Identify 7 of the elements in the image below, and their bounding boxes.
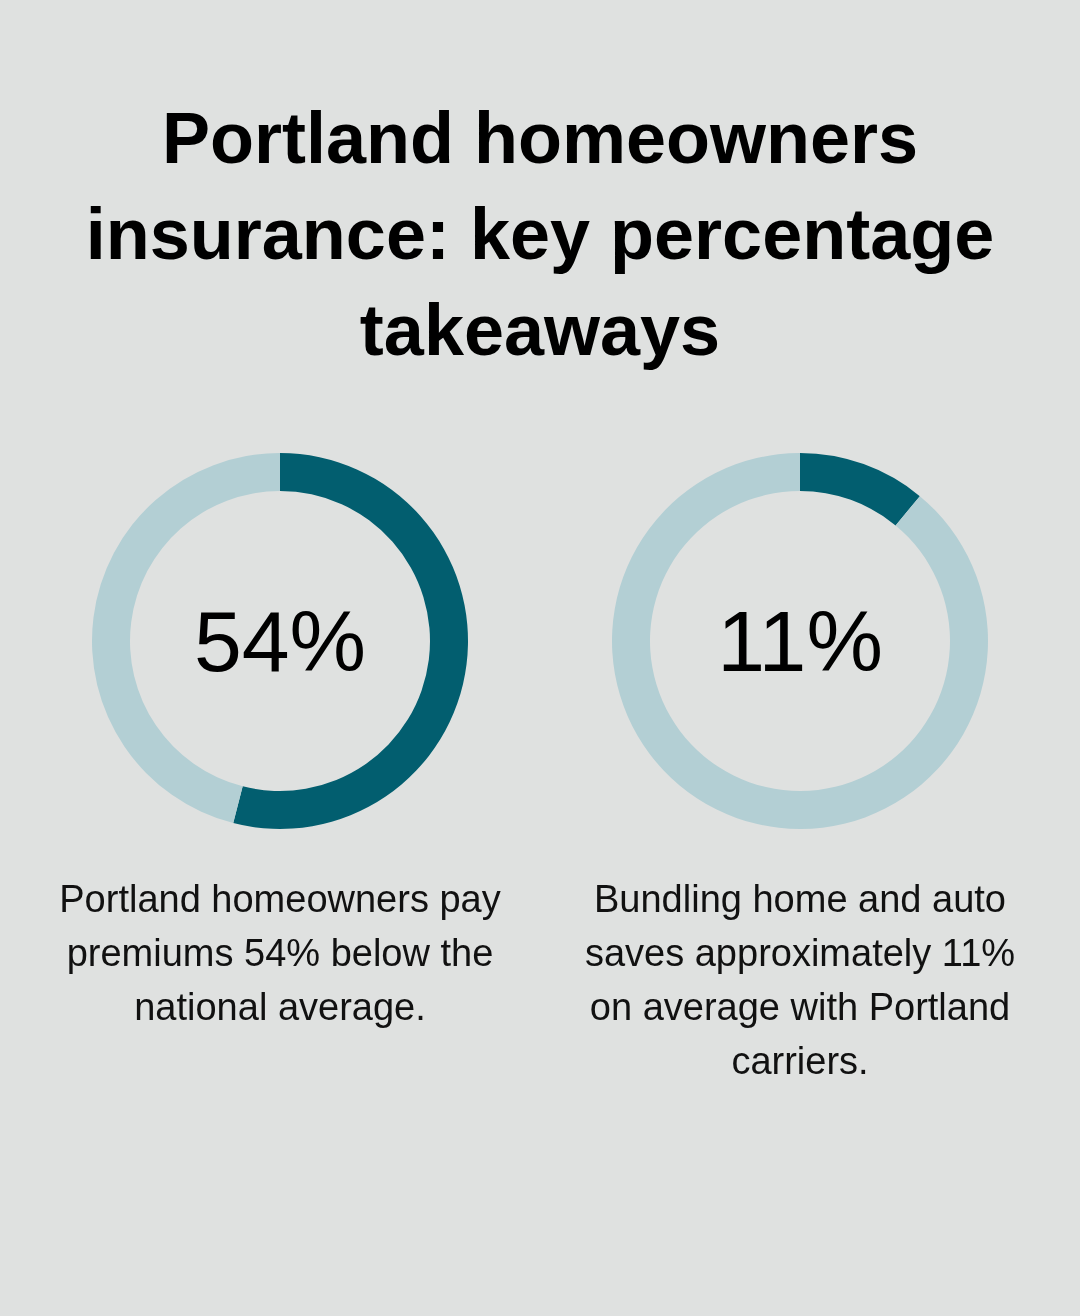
text: 11% <box>717 593 883 689</box>
text: 54% <box>193 593 367 689</box>
donut-slice <box>612 453 988 829</box>
chart-title: Portland homeowners insurance: key percentage takeaways <box>84 97 996 372</box>
text: Portland homeowners pay premiums 54% below the national average. <box>58 877 502 1030</box>
text: Bundling home and auto saves approximately 11% on average with Portland carriers. <box>583 877 1017 1084</box>
donut-slice <box>800 453 920 526</box>
